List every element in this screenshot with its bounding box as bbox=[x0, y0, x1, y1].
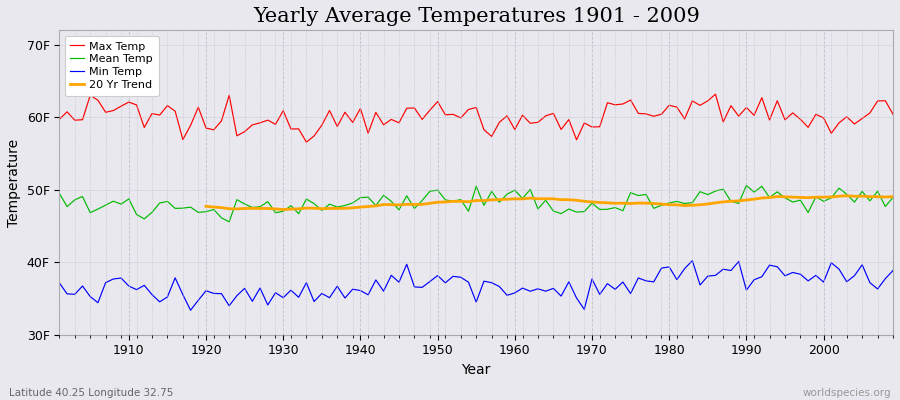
Line: Max Temp: Max Temp bbox=[59, 94, 893, 142]
Max Temp bbox=[710, 92, 721, 97]
20 Yr Trend bbox=[278, 207, 289, 212]
Max Temp bbox=[301, 140, 311, 144]
Text: Latitude 40.25 Longitude 32.75: Latitude 40.25 Longitude 32.75 bbox=[9, 388, 174, 398]
20 Yr Trend bbox=[687, 203, 698, 208]
20 Yr Trend bbox=[795, 195, 806, 200]
Line: 20 Yr Trend: 20 Yr Trend bbox=[206, 196, 893, 210]
20 Yr Trend bbox=[872, 194, 883, 199]
Min Temp bbox=[293, 295, 304, 300]
Line: Min Temp: Min Temp bbox=[59, 261, 893, 310]
20 Yr Trend bbox=[201, 204, 212, 209]
Min Temp bbox=[687, 258, 698, 263]
Mean Temp bbox=[509, 188, 520, 193]
Min Temp bbox=[518, 286, 528, 290]
Min Temp bbox=[116, 276, 127, 280]
Max Temp bbox=[610, 102, 621, 107]
Mean Temp bbox=[518, 196, 528, 201]
Y-axis label: Temperature: Temperature bbox=[7, 138, 21, 226]
Mean Temp bbox=[887, 195, 898, 200]
20 Yr Trend bbox=[887, 194, 898, 199]
20 Yr Trend bbox=[842, 193, 852, 198]
Mean Temp bbox=[224, 220, 235, 224]
Max Temp bbox=[54, 117, 65, 122]
Min Temp bbox=[610, 287, 621, 292]
Max Temp bbox=[509, 127, 520, 132]
Min Temp bbox=[54, 280, 65, 285]
Mean Temp bbox=[116, 202, 127, 206]
Mean Temp bbox=[741, 183, 751, 188]
Max Temp bbox=[116, 104, 127, 108]
Title: Yearly Average Temperatures 1901 - 2009: Yearly Average Temperatures 1901 - 2009 bbox=[253, 7, 699, 26]
Min Temp bbox=[887, 268, 898, 273]
Text: worldspecies.org: worldspecies.org bbox=[803, 388, 891, 398]
Max Temp bbox=[285, 126, 296, 131]
X-axis label: Year: Year bbox=[462, 363, 490, 377]
Mean Temp bbox=[610, 205, 621, 210]
Max Temp bbox=[339, 110, 350, 115]
20 Yr Trend bbox=[417, 202, 428, 207]
Min Temp bbox=[339, 296, 350, 300]
Mean Temp bbox=[293, 211, 304, 216]
Line: Mean Temp: Mean Temp bbox=[59, 186, 893, 222]
Min Temp bbox=[509, 290, 520, 295]
Max Temp bbox=[887, 112, 898, 117]
20 Yr Trend bbox=[779, 194, 790, 199]
20 Yr Trend bbox=[301, 206, 311, 210]
Mean Temp bbox=[339, 203, 350, 208]
Max Temp bbox=[518, 113, 528, 118]
Legend: Max Temp, Mean Temp, Min Temp, 20 Yr Trend: Max Temp, Mean Temp, Min Temp, 20 Yr Tre… bbox=[65, 36, 158, 96]
Min Temp bbox=[185, 308, 196, 313]
Mean Temp bbox=[54, 191, 65, 196]
